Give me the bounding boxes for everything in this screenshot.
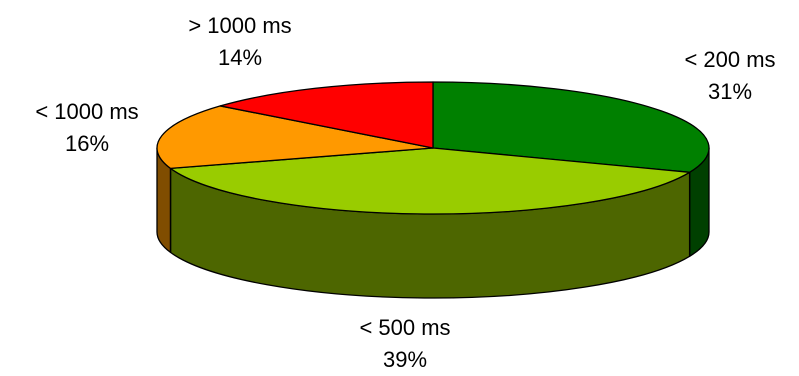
slice-label-over-1000: > 1000 ms 14% (165, 10, 315, 74)
slice-label-under-200: < 200 ms 31% (670, 44, 790, 108)
pie-slice-1000-ms (156, 105, 434, 170)
slice-label-under-200-name: < 200 ms (684, 47, 776, 72)
slice-label-under-500-percent: 39% (382, 347, 428, 372)
slice-label-over-1000-name: > 1000 ms (188, 13, 292, 38)
pie-slice-500-ms (169, 147, 691, 215)
slice-label-over-1000-percent: 14% (217, 45, 263, 70)
slice-label-under-1000-name: < 1000 ms (35, 99, 139, 124)
slice-label-under-200-percent: 31% (707, 79, 753, 104)
pie-slice-200-ms (432, 81, 710, 173)
pie-slice-1000-ms (219, 81, 434, 149)
slice-label-under-1000-percent: 16% (64, 131, 110, 156)
slice-label-under-500: < 500 ms 39% (335, 312, 475, 376)
slice-label-under-500-name: < 500 ms (359, 315, 451, 340)
slice-label-under-1000: < 1000 ms 16% (12, 96, 162, 160)
